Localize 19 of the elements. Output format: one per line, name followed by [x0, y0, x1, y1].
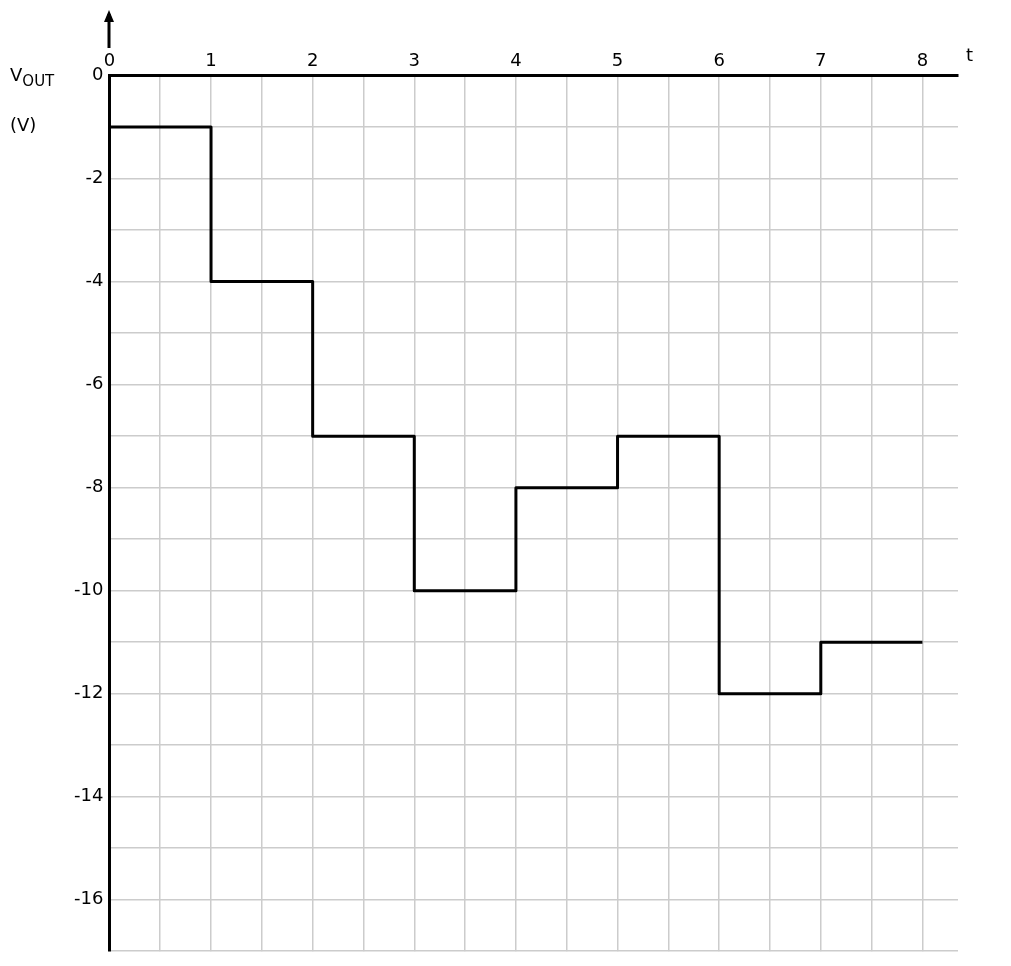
y-tick-label: -6	[85, 372, 104, 394]
y-tick-label: -14	[73, 784, 104, 806]
x-tick-label: 1	[205, 49, 217, 71]
y-tick-label: -2	[85, 166, 104, 188]
y-tick-label: -10	[73, 578, 104, 600]
x-axis-title: t	[966, 43, 974, 65]
y-tick-label: -4	[85, 269, 104, 291]
x-tick-label: 6	[713, 49, 725, 71]
x-tick-label: 3	[408, 49, 421, 71]
x-tick-label: 7	[815, 49, 827, 71]
y-tick-label: -16	[73, 887, 104, 909]
y-tick-label: 0	[91, 63, 104, 85]
x-tick-label: 8	[916, 49, 929, 71]
x-tick-label: 2	[306, 49, 319, 71]
x-tick-label: 5	[611, 49, 624, 71]
text: V$_{OUT}$ (V)	[10, 64, 55, 135]
y-tick-label: -8	[85, 475, 104, 497]
x-tick-label: 4	[510, 49, 522, 71]
y-tick-label: -12	[73, 681, 104, 703]
